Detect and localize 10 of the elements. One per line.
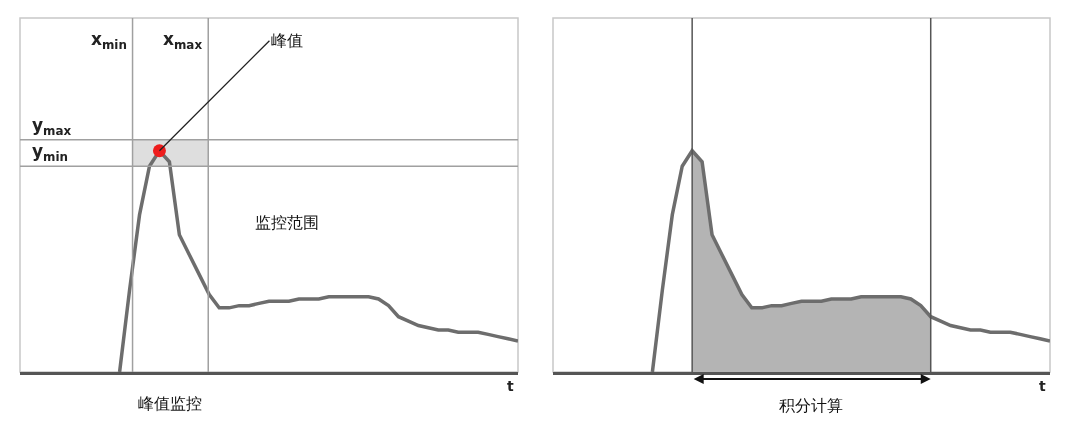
- annotation: 监控范围: [255, 213, 319, 232]
- text: x$_{max}$: [163, 29, 203, 52]
- ref-line-label: y$_{min}$: [32, 141, 69, 164]
- ref-line-label: y$_{max}$: [32, 115, 72, 138]
- x-axis-title: t: [1039, 378, 1046, 394]
- text: x$_{min}$: [91, 29, 127, 52]
- text: 积分计算: [779, 396, 843, 415]
- text: 峰值: [271, 31, 303, 50]
- x-axis-title: t: [507, 378, 514, 394]
- text: 峰值监控: [138, 394, 202, 413]
